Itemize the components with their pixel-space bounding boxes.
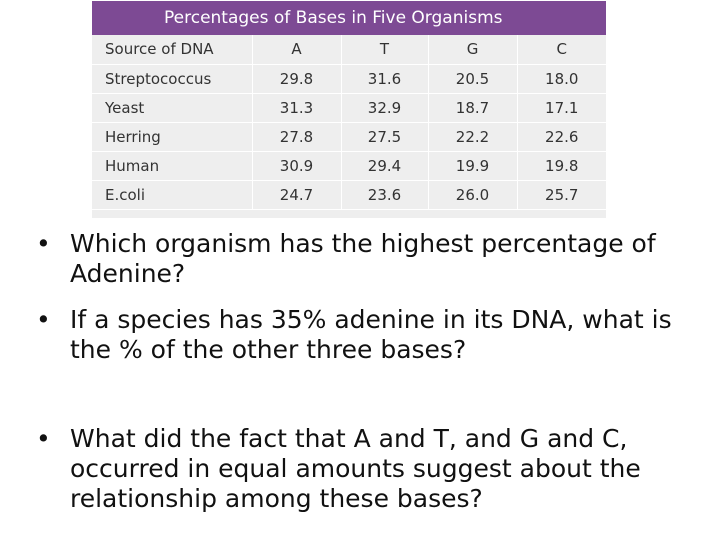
bases-data-table: Source of DNA A T G C Streptococcus 29.8… — [92, 35, 606, 210]
organism-cell: Herring — [92, 122, 253, 152]
value-cell: 19.9 — [428, 151, 518, 181]
value-cell: 26.0 — [428, 180, 518, 210]
value-cell: 29.4 — [341, 151, 429, 181]
table-row: Human 30.9 29.4 19.9 19.8 — [92, 151, 606, 181]
value-cell: 31.3 — [252, 93, 342, 123]
organism-cell: Human — [92, 151, 253, 181]
column-header-g: G — [428, 35, 518, 65]
value-cell: 19.8 — [517, 151, 606, 181]
value-cell: 17.1 — [517, 93, 606, 123]
question-highest-adenine: Which organism has the highest percentag… — [70, 229, 656, 288]
question-base-relationship: What did the fact that A and T, and G an… — [70, 424, 641, 513]
value-cell: 27.5 — [341, 122, 429, 152]
column-header-t: T — [341, 35, 429, 65]
value-cell: 18.7 — [428, 93, 518, 123]
value-cell: 22.2 — [428, 122, 518, 152]
organism-cell: Yeast — [92, 93, 253, 123]
bullet-dot: • — [36, 229, 51, 258]
question-other-bases: If a species has 35% adenine in its DNA,… — [70, 305, 672, 364]
organism-cell: Streptococcus — [92, 64, 253, 94]
table-row: Herring 27.8 27.5 22.2 22.6 — [92, 122, 606, 152]
column-header-a: A — [252, 35, 342, 65]
column-header-source: Source of DNA — [92, 35, 253, 65]
organism-cell: E.coli — [92, 180, 253, 210]
value-cell: 20.5 — [428, 64, 518, 94]
table-row: Yeast 31.3 32.9 18.7 17.1 — [92, 93, 606, 123]
value-cell: 31.6 — [341, 64, 429, 94]
value-cell: 22.6 — [517, 122, 606, 152]
value-cell: 23.6 — [341, 180, 429, 210]
value-cell: 25.7 — [517, 180, 606, 210]
bullet-dot: • — [36, 305, 51, 334]
bases-table: Percentages of Bases in Five Organisms S… — [92, 1, 606, 218]
value-cell: 24.7 — [252, 180, 342, 210]
value-cell: 29.8 — [252, 64, 342, 94]
value-cell: 18.0 — [517, 64, 606, 94]
value-cell: 30.9 — [252, 151, 342, 181]
table-header-row: Source of DNA A T G C — [92, 35, 606, 65]
table-row: E.coli 24.7 23.6 26.0 25.7 — [92, 180, 606, 210]
value-cell: 32.9 — [341, 93, 429, 123]
table-row: Streptococcus 29.8 31.6 20.5 18.0 — [92, 64, 606, 94]
bullet-dot: • — [36, 424, 51, 453]
table-title: Percentages of Bases in Five Organisms — [92, 1, 606, 35]
value-cell: 27.8 — [252, 122, 342, 152]
column-header-c: C — [517, 35, 606, 65]
